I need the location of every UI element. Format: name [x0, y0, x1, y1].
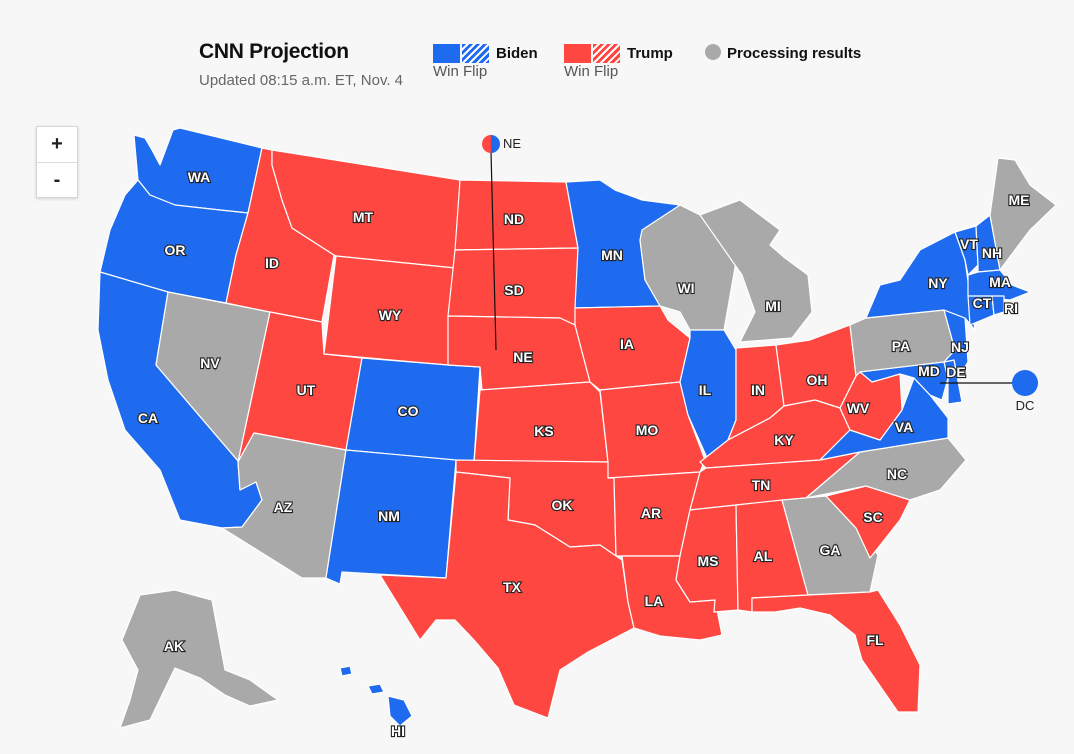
label-in: IN — [751, 382, 765, 398]
label-wy: WY — [379, 307, 402, 323]
label-nj: NJ — [951, 339, 969, 355]
label-ia: IA — [620, 336, 634, 352]
label-id: ID — [265, 255, 279, 271]
label-wa: WA — [188, 169, 211, 185]
biden-flip-swatch — [462, 44, 489, 63]
label-ct: CT — [973, 295, 992, 311]
processing-dot — [705, 44, 721, 60]
label-wi: WI — [677, 280, 694, 296]
label-va: VA — [895, 419, 913, 435]
state-labels: WA OR CA NV ID MT WY UT AZ CO NM ND SD N… — [137, 168, 1031, 740]
legend-trump-sub: Win Flip — [564, 63, 619, 80]
label-tx: TX — [503, 579, 522, 595]
state-ks[interactable] — [473, 381, 609, 463]
label-sc: SC — [863, 509, 882, 525]
label-mt: MT — [353, 209, 374, 225]
ne-split-right — [491, 135, 500, 153]
label-sd: SD — [504, 282, 523, 298]
label-fl: FL — [866, 632, 884, 648]
label-vt: VT — [960, 236, 978, 252]
label-ar: AR — [641, 505, 661, 521]
trump-flip-swatch — [593, 44, 620, 63]
label-ky: KY — [774, 432, 794, 448]
state-ak[interactable] — [119, 589, 279, 729]
label-mn: MN — [601, 247, 623, 263]
label-oh: OH — [807, 372, 828, 388]
label-il: IL — [699, 382, 712, 398]
legend-biden: Biden Win Flip — [433, 44, 538, 80]
label-la: LA — [645, 593, 664, 609]
label-co: CO — [398, 403, 419, 419]
state-tx[interactable] — [379, 471, 635, 719]
label-ak: AK — [164, 638, 184, 654]
label-ne: NE — [513, 349, 532, 365]
ne-callout[interactable]: NE — [482, 135, 521, 351]
label-pa: PA — [892, 338, 910, 354]
ne-split-left — [482, 135, 491, 153]
label-ma: MA — [989, 274, 1011, 290]
label-ca: CA — [138, 410, 158, 426]
legend-biden-label: Biden — [496, 45, 538, 62]
label-ok: OK — [552, 497, 573, 513]
label-me: ME — [1009, 192, 1030, 208]
label-ri: RI — [1004, 300, 1018, 316]
label-al: AL — [754, 548, 773, 564]
dc-marker — [1012, 370, 1038, 396]
label-de: DE — [946, 364, 965, 380]
state-ri[interactable] — [991, 295, 1005, 316]
state-hi[interactable] — [387, 695, 413, 727]
label-mo: MO — [636, 422, 659, 438]
dc-callout-label: DC — [1016, 398, 1035, 413]
label-nc: NC — [887, 466, 907, 482]
state-co[interactable] — [345, 357, 481, 463]
label-nm: NM — [378, 508, 400, 524]
ne-callout-label: NE — [503, 136, 521, 151]
label-md: MD — [918, 363, 940, 379]
legend-trump: Trump Win Flip — [564, 44, 673, 80]
state-me[interactable] — [989, 157, 1057, 271]
label-nh: NH — [982, 245, 1002, 261]
state-fl[interactable] — [751, 589, 921, 713]
state-hi-oahu[interactable] — [339, 665, 353, 677]
state-hi-maui[interactable] — [367, 683, 385, 695]
label-wv: WV — [847, 400, 870, 416]
zoom-in-button[interactable]: + — [37, 127, 77, 163]
state-mi[interactable] — [699, 199, 813, 343]
label-ga: GA — [820, 542, 841, 558]
label-tn: TN — [752, 477, 771, 493]
label-ms: MS — [698, 553, 719, 569]
label-nv: NV — [200, 355, 220, 371]
legend-processing-label: Processing results — [727, 45, 862, 62]
updated-timestamp: Updated 08:15 a.m. ET, Nov. 4 — [199, 72, 404, 89]
label-mi: MI — [765, 298, 781, 314]
label-ut: UT — [297, 382, 316, 398]
label-or: OR — [165, 242, 186, 258]
label-az: AZ — [274, 499, 293, 515]
label-ks: KS — [534, 423, 553, 439]
biden-win-swatch — [433, 44, 460, 63]
state-nj[interactable] — [943, 309, 969, 379]
state-vt[interactable] — [954, 225, 979, 276]
label-hi: HI — [391, 723, 405, 739]
zoom-controls: + - — [36, 126, 78, 198]
legend-trump-label: Trump — [627, 45, 673, 62]
zoom-out-button[interactable]: - — [53, 169, 61, 191]
legend-biden-sub: Win Flip — [433, 63, 488, 80]
label-ny: NY — [928, 275, 948, 291]
dc-callout[interactable]: DC — [940, 370, 1038, 413]
page-title: CNN Projection — [199, 40, 349, 63]
trump-win-swatch — [564, 44, 591, 63]
label-nd: ND — [504, 211, 524, 227]
